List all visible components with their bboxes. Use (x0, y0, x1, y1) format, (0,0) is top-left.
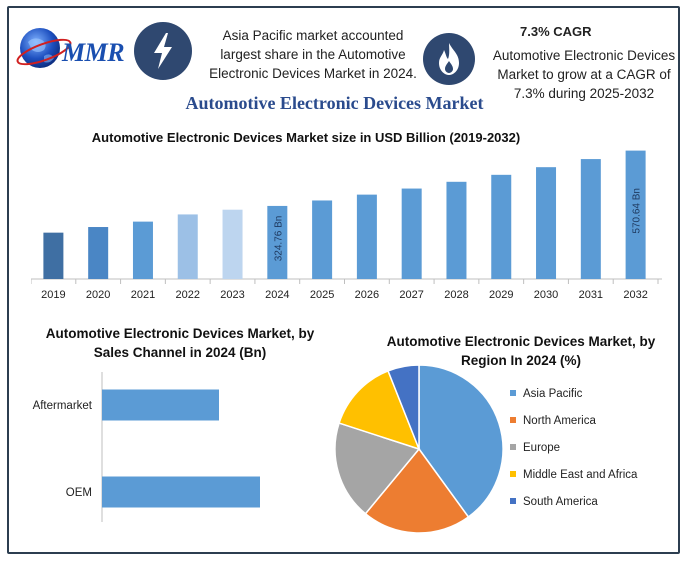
region-pie-chart: Asia Pacific North America Europe Middle Ea… (334, 364, 638, 534)
x-tick-label: 2029 (489, 289, 513, 301)
x-tick-label: 2021 (131, 289, 155, 301)
bar-2030 (536, 167, 557, 279)
infographic-frame (7, 6, 680, 554)
bar-2031 (580, 159, 601, 279)
legend-label: Europe (523, 442, 560, 454)
bar-2025 (312, 200, 333, 279)
bar-2032 (625, 150, 646, 279)
x-tick-label: 2032 (623, 289, 647, 301)
y-tick-label: Aftermarket (33, 400, 93, 412)
market-size-bar-chart: 2019 2020 2021 2022 2023 2024 2025 2026 2027 2028… (31, 150, 662, 301)
pie-slice-asia-pacific (418, 364, 504, 519)
bar-chart-title: Automotive Electronic Devices Market siz… (91, 130, 521, 145)
legend-label: Middle East and Africa (523, 469, 638, 481)
hbar-oem (102, 476, 260, 508)
sales-channel-bar-chart: Aftermarket OEM (33, 372, 260, 522)
x-tick-label: 2023 (220, 289, 244, 301)
sales-channel-chart-title: Automotive Electronic Devices Market, by… (45, 326, 315, 360)
bar-2020 (88, 227, 109, 279)
legend-label: Asia Pacific (523, 388, 583, 400)
mmr-logo (16, 28, 72, 68)
x-tick-label: 2019 (41, 289, 65, 301)
x-tick-label: 2024 (265, 289, 289, 301)
bar-2028 (446, 181, 467, 279)
hbar-aftermarket (102, 389, 219, 421)
x-tick-label: 2028 (444, 289, 468, 301)
legend-swatch (510, 390, 516, 396)
logo-text: MMR (62, 38, 125, 67)
legend-swatch (510, 471, 516, 477)
main-title: Automotive Electronic Devices Market (185, 93, 484, 113)
bar-2022 (177, 214, 198, 279)
data-label: 570.64 Bn (632, 188, 643, 234)
region-chart-title: Automotive Electronic Devices Market, by… (386, 334, 656, 368)
pie-slice-north-america (364, 447, 470, 534)
data-label: 324.76 Bn (273, 216, 284, 262)
legend-label: South America (523, 496, 598, 508)
bar-2019 (43, 232, 64, 279)
info-cagr-text: Automotive Electronic Devices Market to … (492, 48, 676, 101)
y-tick-label: OEM (66, 487, 92, 499)
cagr-title: 7.3% CAGR (520, 24, 592, 39)
legend-label: North America (523, 415, 596, 427)
bar-2026 (356, 194, 377, 279)
x-tick-label: 2027 (399, 289, 423, 301)
x-tick-label: 2026 (355, 289, 379, 301)
x-tick-label: 2030 (534, 289, 558, 301)
legend-swatch (510, 444, 516, 450)
info-share-text: Asia Pacific market accounted largest sh… (209, 28, 417, 81)
bar-2021 (132, 221, 153, 279)
x-tick-label: 2022 (176, 289, 200, 301)
x-tick-label: 2031 (579, 289, 603, 301)
bar-2029 (491, 174, 512, 279)
flame-icon (423, 33, 475, 85)
x-tick-label: 2020 (86, 289, 110, 301)
pie-slice-middle-east-and-africa (338, 369, 421, 451)
x-tick-label: 2025 (310, 289, 334, 301)
bar-2023 (222, 209, 243, 279)
pie-slice-south-america (387, 364, 420, 450)
legend-swatch (510, 498, 516, 504)
bar-2024 (267, 205, 288, 279)
lightning-icon (134, 22, 192, 80)
legend-swatch (510, 417, 516, 423)
bar-2027 (401, 188, 422, 279)
pie-slice-europe (334, 422, 421, 515)
